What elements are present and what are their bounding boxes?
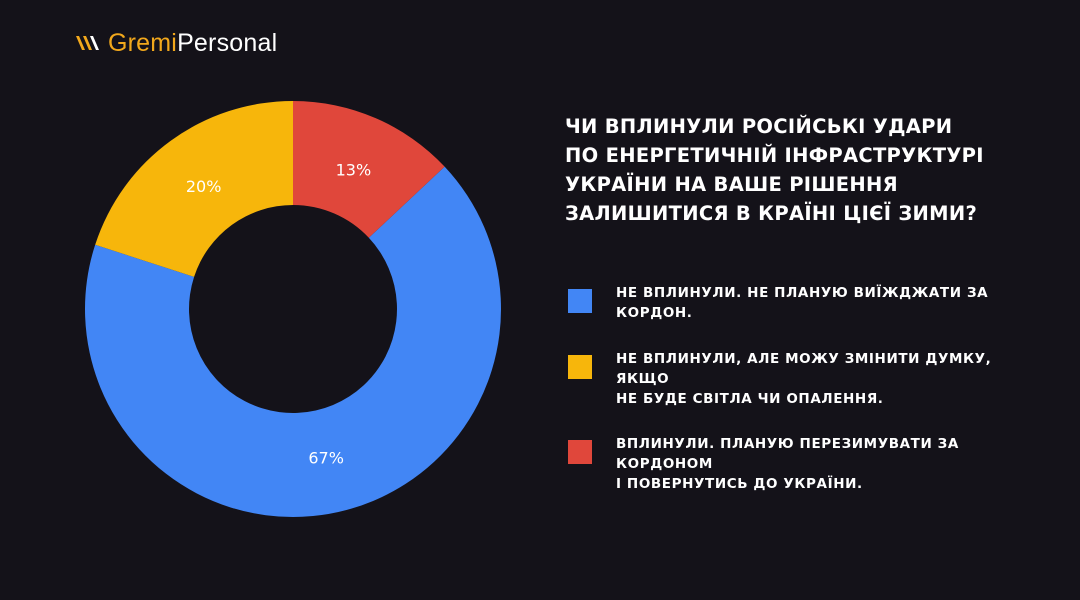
- chart-title-line: ЧИ ВПЛИНУЛИ РОСІЙСЬКІ УДАРИ: [565, 115, 953, 138]
- legend-label-line: І ПОВЕРНУТИСЬ ДО УКРАЇНИ.: [616, 476, 863, 492]
- legend-item: НЕ ВПЛИНУЛИ. НЕ ПЛАНУЮ ВИЇЖДЖАТИ ЗА КОРД…: [568, 283, 1048, 323]
- legend-swatch: [568, 355, 592, 379]
- slice-data-label: 67%: [308, 448, 344, 467]
- slice-data-label: 13%: [336, 161, 372, 180]
- legend-swatch: [568, 289, 592, 313]
- chart-title: ЧИ ВПЛИНУЛИ РОСІЙСЬКІ УДАРИ ПО ЕНЕРГЕТИЧ…: [565, 112, 1035, 228]
- brand-name-part2: Personal: [177, 29, 278, 57]
- legend-label-line: КОРДОН.: [616, 305, 693, 321]
- chart-legend: НЕ ВПЛИНУЛИ. НЕ ПЛАНУЮ ВИЇЖДЖАТИ ЗА КОРД…: [568, 283, 1048, 520]
- brand-name-part1: Gremi: [108, 29, 178, 57]
- legend-label-line: ВПЛИНУЛИ. ПЛАНУЮ ПЕРЕЗИМУВАТИ ЗА КОРДОНО…: [616, 436, 959, 472]
- chart-title-line: ПО ЕНЕРГЕТИЧНІЙ ІНФРАСТРУКТУРІ: [565, 144, 984, 167]
- donut-slice: [293, 101, 445, 238]
- legend-label: НЕ ВПЛИНУЛИ, АЛЕ МОЖУ ЗМІНИТИ ДУМКУ, ЯКЩ…: [616, 349, 1046, 409]
- legend-label: ВПЛИНУЛИ. ПЛАНУЮ ПЕРЕЗИМУВАТИ ЗА КОРДОНО…: [616, 434, 1046, 494]
- donut-chart: 67% 20% 13%: [85, 101, 502, 517]
- legend-label: НЕ ВПЛИНУЛИ. НЕ ПЛАНУЮ ВИЇЖДЖАТИ ЗА КОРД…: [616, 283, 1046, 323]
- brand-logo-mark-icon: [76, 36, 99, 50]
- legend-swatch: [568, 440, 592, 464]
- legend-item: НЕ ВПЛИНУЛИ, АЛЕ МОЖУ ЗМІНИТИ ДУМКУ, ЯКЩ…: [568, 349, 1048, 409]
- brand-logo: GremiPersonal: [74, 28, 277, 58]
- legend-label-line: НЕ БУДЕ СВІТЛА ЧИ ОПАЛЕННЯ.: [616, 391, 884, 407]
- donut-slice: [85, 166, 502, 517]
- chart-title-line: ЗАЛИШИТИСЯ В КРАЇНІ ЦІЄЇ ЗИМИ?: [565, 202, 978, 225]
- donut-slice: [95, 101, 294, 277]
- slice-data-label: 20%: [186, 177, 222, 196]
- legend-label-line: НЕ ВПЛИНУЛИ. НЕ ПЛАНУЮ ВИЇЖДЖАТИ ЗА: [616, 285, 989, 301]
- legend-item: ВПЛИНУЛИ. ПЛАНУЮ ПЕРЕЗИМУВАТИ ЗА КОРДОНО…: [568, 434, 1048, 494]
- brand-name: GremiPersonal: [108, 28, 277, 58]
- chart-title-line: УКРАЇНИ НА ВАШЕ РІШЕННЯ: [565, 173, 898, 196]
- legend-label-line: НЕ ВПЛИНУЛИ, АЛЕ МОЖУ ЗМІНИТИ ДУМКУ, ЯКЩ…: [616, 351, 992, 387]
